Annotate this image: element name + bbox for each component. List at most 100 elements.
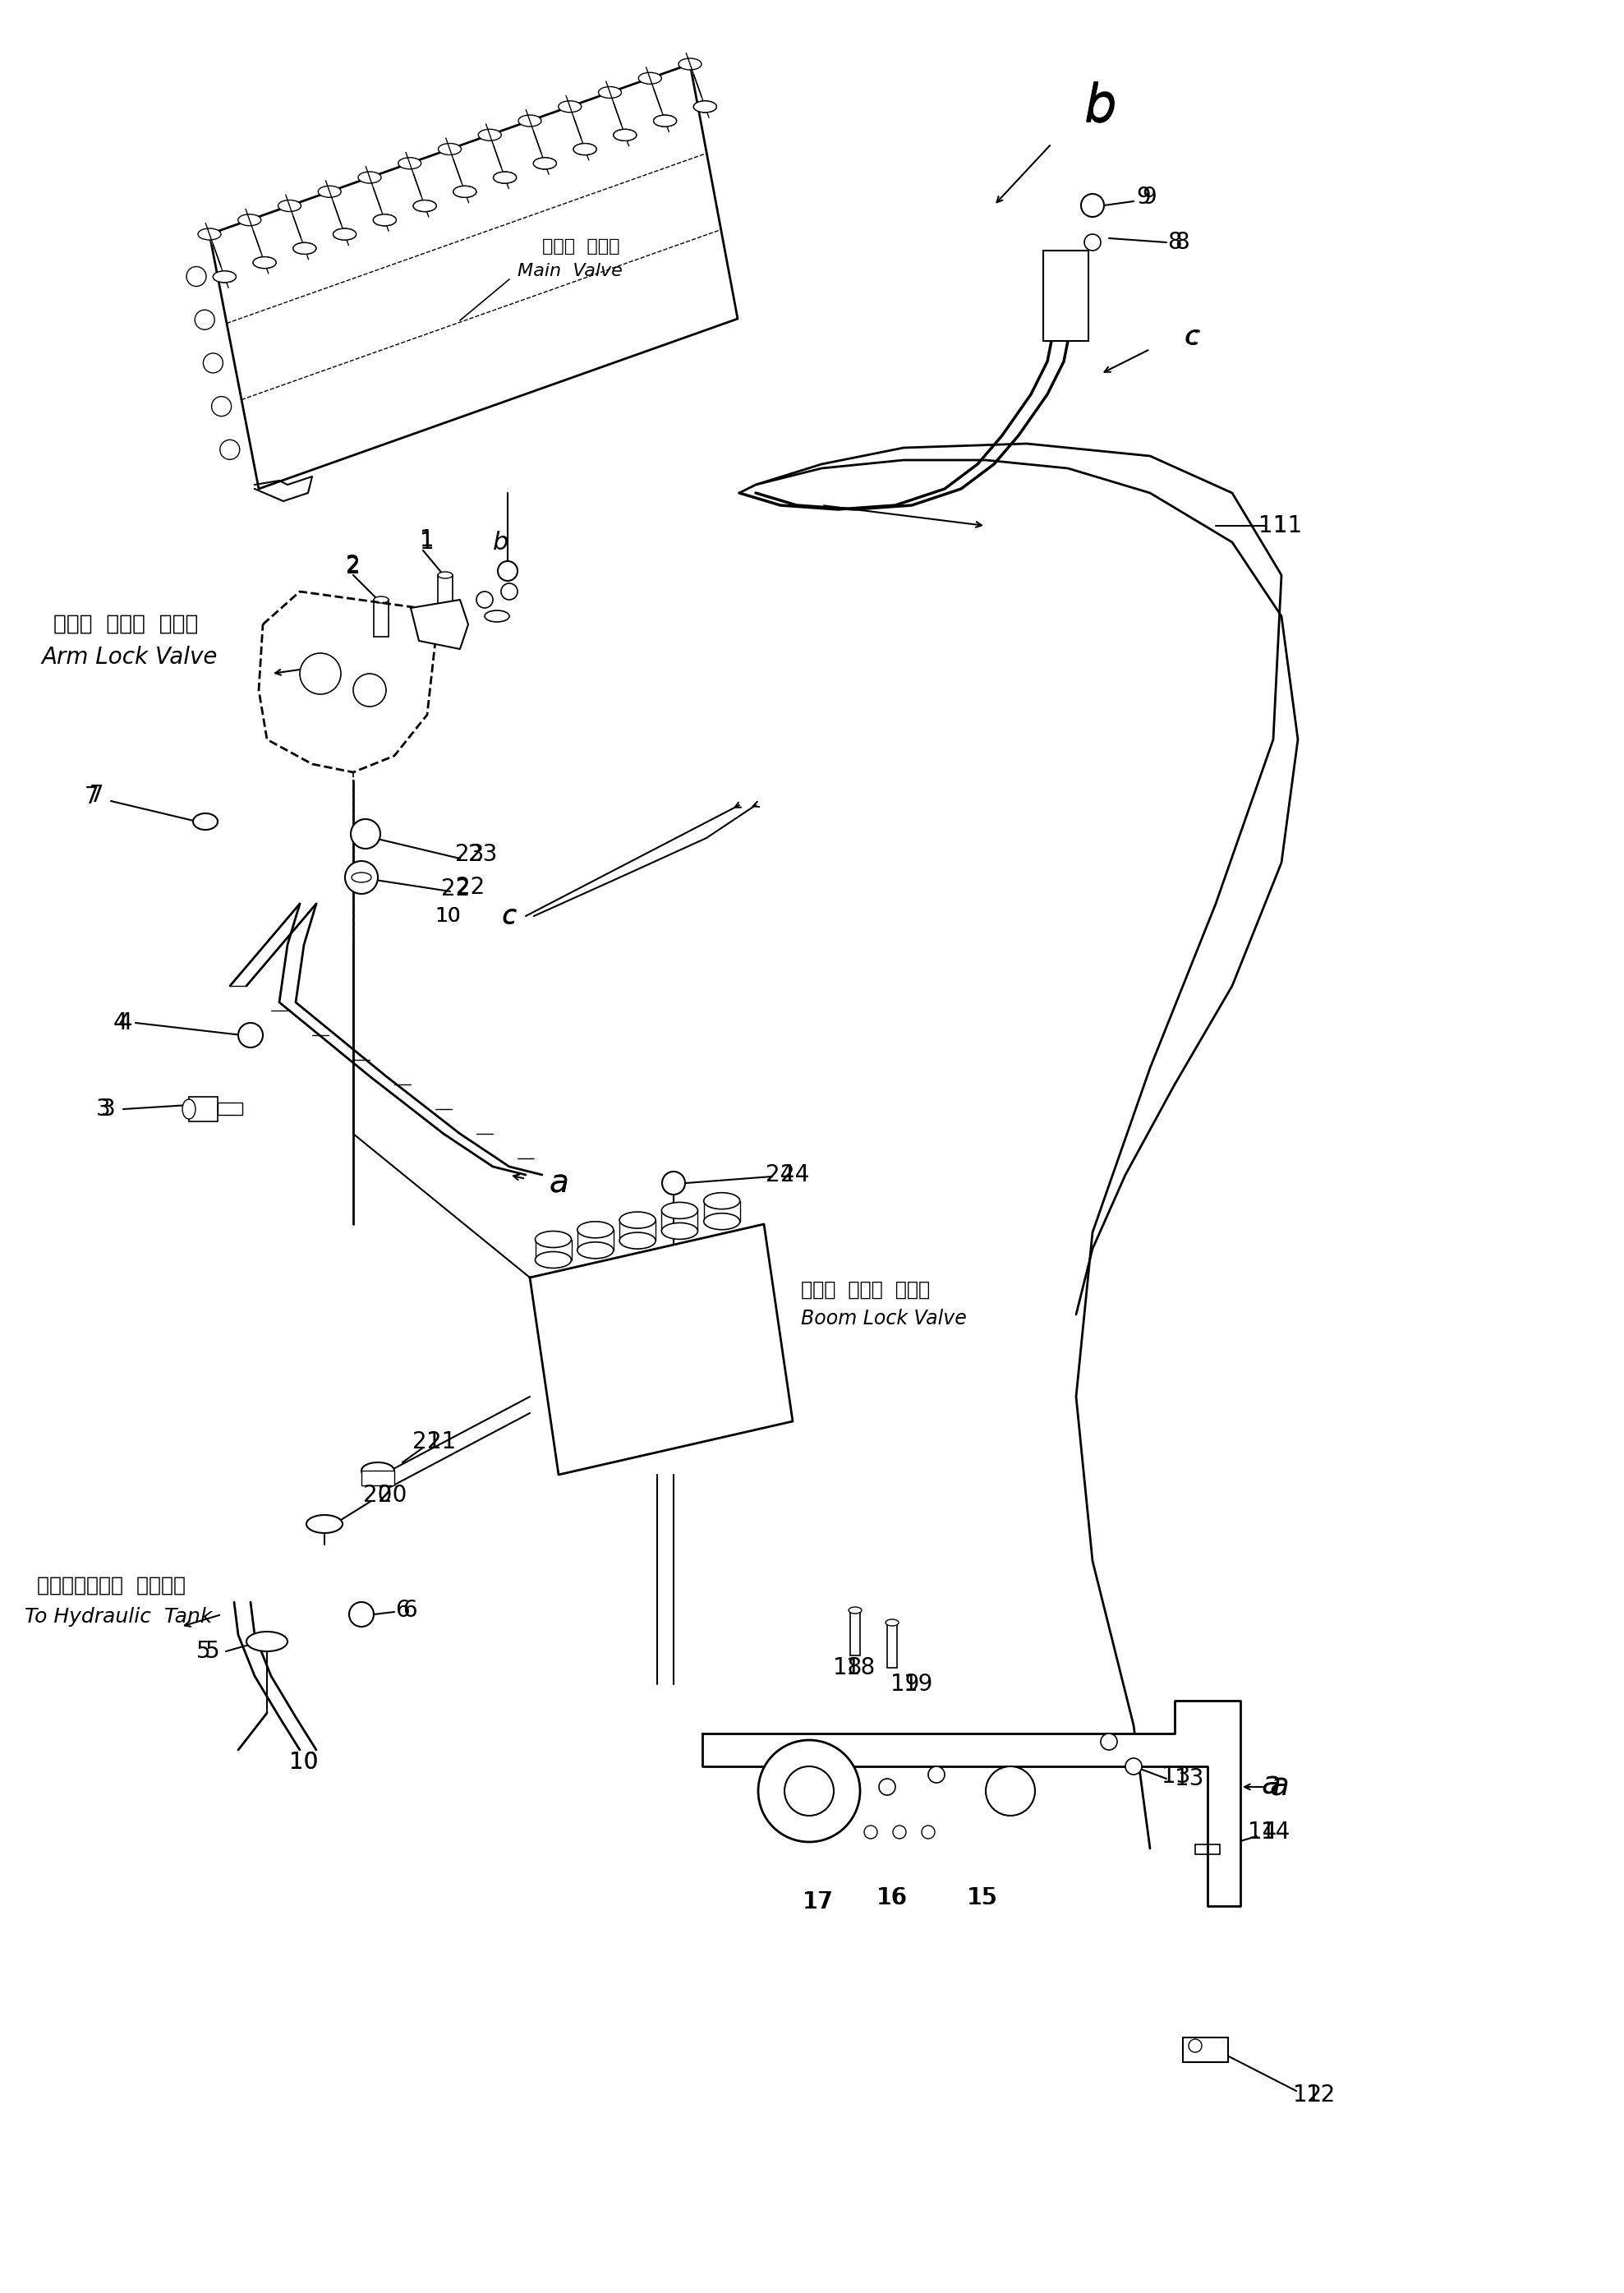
Ellipse shape bbox=[577, 1243, 614, 1259]
Text: 8: 8 bbox=[1174, 232, 1189, 255]
Text: b: b bbox=[1085, 83, 1117, 131]
Circle shape bbox=[211, 397, 231, 417]
Text: 3: 3 bbox=[96, 1098, 110, 1121]
Text: 14: 14 bbox=[1249, 1821, 1276, 1844]
Text: b: b bbox=[1085, 80, 1117, 131]
Ellipse shape bbox=[484, 610, 510, 621]
Ellipse shape bbox=[619, 1213, 656, 1229]
Text: 13: 13 bbox=[1174, 1768, 1203, 1791]
Ellipse shape bbox=[438, 144, 461, 156]
Bar bbox=[374, 601, 388, 637]
Circle shape bbox=[1082, 195, 1104, 218]
Ellipse shape bbox=[536, 1252, 572, 1268]
Text: To Hydraulic  Tank: To Hydraulic Tank bbox=[24, 1607, 213, 1626]
Ellipse shape bbox=[479, 128, 502, 140]
Circle shape bbox=[1125, 1759, 1142, 1775]
Text: 4: 4 bbox=[112, 1011, 127, 1034]
Text: Main  Valve: Main Valve bbox=[518, 264, 622, 280]
Bar bbox=[362, 1470, 395, 1486]
Polygon shape bbox=[447, 138, 469, 202]
Circle shape bbox=[239, 1023, 263, 1048]
Text: 4: 4 bbox=[117, 1011, 132, 1034]
Text: c: c bbox=[502, 903, 516, 929]
Text: 6: 6 bbox=[403, 1598, 417, 1621]
Circle shape bbox=[929, 1766, 945, 1782]
Circle shape bbox=[195, 310, 214, 330]
Text: 10: 10 bbox=[289, 1752, 318, 1775]
Text: 9: 9 bbox=[1142, 186, 1156, 209]
Ellipse shape bbox=[362, 1463, 395, 1479]
Text: c: c bbox=[502, 903, 516, 929]
Polygon shape bbox=[702, 1701, 1241, 1905]
Text: 20: 20 bbox=[364, 1484, 393, 1507]
Ellipse shape bbox=[573, 144, 596, 156]
Ellipse shape bbox=[374, 213, 396, 225]
Ellipse shape bbox=[661, 1202, 698, 1218]
Ellipse shape bbox=[182, 1098, 195, 1119]
Text: 5: 5 bbox=[205, 1639, 219, 1662]
Text: 15: 15 bbox=[968, 1887, 996, 1910]
Text: a: a bbox=[1260, 1768, 1281, 1800]
Ellipse shape bbox=[619, 1231, 656, 1250]
Text: ハイドロリック  タンクへ: ハイドロリック タンクへ bbox=[37, 1575, 185, 1596]
Text: 1: 1 bbox=[421, 530, 434, 553]
Ellipse shape bbox=[653, 115, 677, 126]
Text: c: c bbox=[1184, 326, 1199, 349]
Circle shape bbox=[1189, 2038, 1202, 2052]
Ellipse shape bbox=[292, 243, 317, 255]
Circle shape bbox=[784, 1766, 833, 1816]
Text: 16: 16 bbox=[877, 1887, 906, 1910]
Polygon shape bbox=[606, 83, 628, 147]
Circle shape bbox=[663, 1172, 685, 1195]
Circle shape bbox=[349, 1603, 374, 1626]
Circle shape bbox=[758, 1740, 861, 1841]
Circle shape bbox=[1085, 234, 1101, 250]
Ellipse shape bbox=[374, 213, 396, 225]
Ellipse shape bbox=[213, 271, 235, 282]
Circle shape bbox=[502, 582, 518, 601]
Text: 22: 22 bbox=[456, 876, 486, 899]
Text: c: c bbox=[1186, 323, 1200, 351]
Text: Boom Lock Valve: Boom Lock Valve bbox=[801, 1309, 966, 1328]
Text: a: a bbox=[1268, 1770, 1289, 1802]
Ellipse shape bbox=[307, 1516, 343, 1534]
Bar bbox=[1195, 1844, 1220, 1855]
Ellipse shape bbox=[398, 158, 421, 170]
Ellipse shape bbox=[278, 199, 300, 211]
Ellipse shape bbox=[518, 115, 541, 126]
Circle shape bbox=[922, 1825, 935, 1839]
Text: 19: 19 bbox=[890, 1672, 919, 1697]
Ellipse shape bbox=[359, 172, 382, 183]
Ellipse shape bbox=[253, 257, 276, 268]
Ellipse shape bbox=[333, 229, 356, 241]
Text: 2: 2 bbox=[346, 553, 361, 578]
Polygon shape bbox=[646, 66, 669, 131]
Ellipse shape bbox=[849, 1607, 862, 1614]
Ellipse shape bbox=[351, 874, 372, 883]
Circle shape bbox=[893, 1825, 906, 1839]
Ellipse shape bbox=[438, 571, 453, 578]
Text: 12: 12 bbox=[1293, 2084, 1322, 2107]
Ellipse shape bbox=[536, 1231, 572, 1247]
Circle shape bbox=[354, 674, 387, 706]
Circle shape bbox=[864, 1825, 877, 1839]
Polygon shape bbox=[286, 195, 309, 259]
Polygon shape bbox=[406, 151, 429, 218]
Ellipse shape bbox=[533, 158, 557, 170]
Text: 18: 18 bbox=[833, 1656, 862, 1678]
Circle shape bbox=[351, 819, 380, 848]
Ellipse shape bbox=[638, 73, 661, 85]
Text: b: b bbox=[494, 530, 508, 555]
Polygon shape bbox=[245, 209, 268, 273]
Text: 11: 11 bbox=[1273, 514, 1302, 537]
Circle shape bbox=[986, 1766, 1034, 1816]
Ellipse shape bbox=[318, 186, 341, 197]
Ellipse shape bbox=[577, 1222, 614, 1238]
Ellipse shape bbox=[292, 243, 317, 255]
Text: 23: 23 bbox=[455, 844, 484, 867]
Circle shape bbox=[187, 266, 206, 287]
Ellipse shape bbox=[198, 229, 221, 241]
Ellipse shape bbox=[573, 144, 596, 156]
Bar bbox=[851, 1610, 861, 1656]
Ellipse shape bbox=[453, 186, 476, 197]
